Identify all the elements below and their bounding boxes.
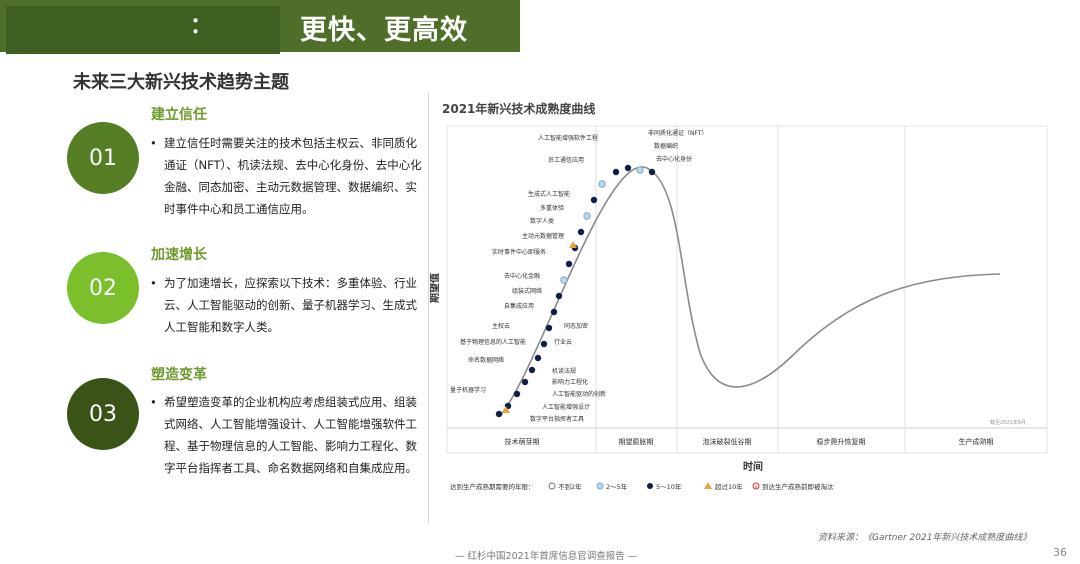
technology-markers xyxy=(495,164,656,418)
x-axis-label: 时间 xyxy=(743,460,763,473)
tech-marker xyxy=(513,390,521,398)
tech-marker xyxy=(534,354,542,362)
section-number-circle-02: 02 xyxy=(67,252,139,324)
tech-label: 机读法规 xyxy=(552,367,576,375)
tech-marker xyxy=(521,378,529,386)
tech-marker xyxy=(590,196,598,204)
tech-label: 生成式人工智能 xyxy=(528,190,570,198)
section-title-03: 塑造变革 xyxy=(151,367,207,383)
left-annotations: 人工智能增强软件工程 员工通信应用 生成式人工智能 多重体验 数字人类 主动元数… xyxy=(450,134,598,394)
footer-text: — 红杉中国2021年首席信息官调查报告 — xyxy=(455,551,638,562)
phase-label: 稳步爬升恢复期 xyxy=(817,437,866,446)
legend-label: 超过10年 xyxy=(715,482,743,491)
red-x-circle-icon xyxy=(752,482,760,490)
section-number-circle-03: 03 xyxy=(67,378,139,450)
tech-marker xyxy=(495,410,503,418)
section-text-01: 建立信任时需要关注的技术包括主权云、非同质化通证（NFT）、机读法规、去中心化身… xyxy=(150,132,426,220)
tech-label: 非同质化通证（NFT） xyxy=(648,129,708,137)
tech-marker-triangle xyxy=(502,406,510,413)
legend-label: 5～10年 xyxy=(656,482,682,491)
navy-circle-icon xyxy=(647,483,653,489)
tech-label: 行业云 xyxy=(554,338,572,346)
legend-title: 达到生产成熟期需要的年限： xyxy=(450,482,535,491)
tech-label: 人工智能增强软件工程 xyxy=(538,134,598,142)
tech-marker xyxy=(648,168,656,176)
phase-label: 生产成熟期 xyxy=(959,437,994,446)
section-number-circle-01: 01 xyxy=(67,122,139,194)
white-circle-icon xyxy=(548,482,556,490)
header-redaction xyxy=(6,6,280,54)
tech-label: 命名数据网络 xyxy=(468,356,504,364)
tech-label: 数字人类 xyxy=(530,217,554,225)
chart-title: 2021年新兴技术成熟度曲线 xyxy=(442,102,596,116)
tech-label: 同态加密 xyxy=(564,322,588,330)
tech-marker xyxy=(577,228,585,236)
tech-label: 实时事件中心即服务 xyxy=(492,248,546,256)
source-note: 资料来源：《Gartner 2021年新兴技术成熟度曲线》 xyxy=(818,533,1032,543)
tech-label: 去中心化身份 xyxy=(656,155,692,163)
tech-marker xyxy=(565,260,573,268)
header-title: 更快、更高效 xyxy=(300,15,468,46)
page-subtitle: 未来三大新兴技术趋势主题 xyxy=(73,72,289,93)
red-x-glyph: × xyxy=(754,484,758,490)
tech-marker xyxy=(555,292,563,300)
tech-marker xyxy=(583,212,591,220)
tech-marker xyxy=(598,180,606,188)
tech-label: 影响力工程化 xyxy=(552,378,588,386)
tech-marker xyxy=(612,168,620,176)
tech-marker xyxy=(550,308,558,316)
column-divider xyxy=(428,92,429,524)
legend-label: 到达生产成熟前即被淘汰 xyxy=(762,482,834,491)
phase-label: 技术萌芽期 xyxy=(505,437,540,446)
tech-label: 多重体验 xyxy=(540,204,564,212)
hype-curve xyxy=(499,166,1001,417)
tech-marker xyxy=(540,340,548,348)
tech-label: 自集成应用 xyxy=(504,302,534,310)
tech-marker xyxy=(624,164,632,172)
section-title-01: 建立信任 xyxy=(151,107,207,123)
lightblue-circle-icon xyxy=(596,482,604,490)
header-title-prefix: ： xyxy=(190,14,213,39)
legend-label: 2～5年 xyxy=(606,482,628,491)
tech-label: 主权云 xyxy=(492,322,510,330)
top-annotations: 非同质化通证（NFT） 数据编织 去中心化身份 xyxy=(648,129,708,163)
y-axis-label: 期望值 xyxy=(430,273,441,303)
tech-label: 组装式网络 xyxy=(512,287,542,295)
tech-marker-triangle xyxy=(569,241,577,248)
phase-label: 泡沫破裂低谷期 xyxy=(703,437,752,446)
section-text-03: 希望塑造变革的企业机构应考虑组装式应用、组装式网络、人工智能增强设计、人工智能增… xyxy=(150,391,426,479)
tech-label: 量子机器学习 xyxy=(450,386,486,394)
section-title-02: 加速增长 xyxy=(151,247,207,263)
chart-frame xyxy=(446,125,1048,454)
tech-label: 员工通信应用 xyxy=(548,156,584,164)
tech-marker xyxy=(636,166,644,174)
right-annotations: 同态加密 行业云 机读法规 影响力工程化 人工智能驱动的创新 人工智能增强设计 … xyxy=(530,322,606,423)
tech-label: 数字平台指挥者工具 xyxy=(530,415,584,423)
tech-marker xyxy=(528,366,536,374)
phase-label: 期望膨胀期 xyxy=(619,437,654,446)
orange-triangle-icon xyxy=(704,482,712,489)
tech-marker xyxy=(545,324,553,332)
section-text-02: 为了加速增长，应探索以下技术：多重体验、行业云、人工智能驱动的创新、量子机器学习… xyxy=(150,272,426,338)
legend-label: 不到2年 xyxy=(558,482,582,491)
tech-label: 人工智能增强设计 xyxy=(542,403,590,411)
tech-label: 去中心化金融 xyxy=(504,272,540,280)
hype-cycle-chart: 期望值 时间 截至2021年8月 技术萌芽期 期望膨胀期 泡沫破裂低谷期 稳步爬… xyxy=(430,125,1048,491)
tech-label: 人工智能驱动的创新 xyxy=(552,390,606,398)
chart-watermark: 截至2021年8月 xyxy=(990,419,1026,426)
page-number: 36 xyxy=(1053,546,1067,559)
tech-label: 基于物理信息的人工智能 xyxy=(460,338,526,346)
chart-legend: 达到生产成熟期需要的年限： 不到2年 2～5年 5～10年 超过10年 × 到达… xyxy=(450,482,834,491)
tech-marker xyxy=(560,276,568,284)
tech-label: 主动元数据管理 xyxy=(522,232,564,240)
tech-label: 数据编织 xyxy=(654,142,678,150)
